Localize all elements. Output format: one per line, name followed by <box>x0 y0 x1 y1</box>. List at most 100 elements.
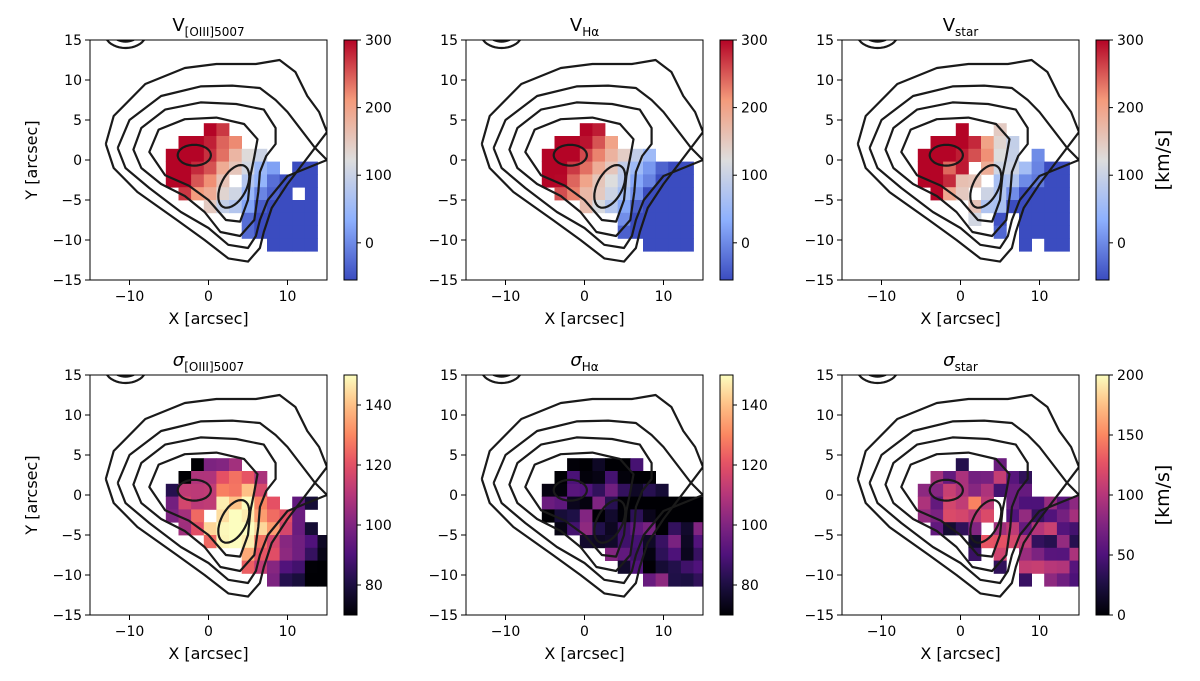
x-axis-label: X [arcsec] <box>544 644 624 663</box>
heatmap-cell <box>1031 200 1045 214</box>
heatmap-cell <box>178 522 192 536</box>
heatmap-cell <box>1044 522 1058 536</box>
x-tick-label: 10 <box>1031 289 1049 305</box>
heatmap-cell <box>203 200 217 214</box>
heatmap-cell <box>203 187 217 201</box>
heatmap-cell <box>592 161 606 175</box>
heatmap-cell <box>1044 187 1058 201</box>
contour-top-blob-outer <box>105 40 146 50</box>
heatmap-cell <box>292 509 306 523</box>
heatmap-cell <box>317 573 327 587</box>
contour-core-right <box>593 499 627 544</box>
plot-area <box>90 40 327 280</box>
heatmap-cell <box>955 458 969 472</box>
heatmap-cell <box>693 560 703 574</box>
heatmap-cell <box>968 471 982 485</box>
y-tick-label: 5 <box>73 113 82 129</box>
colorbar-tick-label: 140 <box>741 398 768 414</box>
panel-title-main: σ <box>943 350 955 371</box>
heatmap-cell <box>203 522 217 536</box>
heatmap-cell <box>304 573 318 587</box>
heatmap-cell <box>229 187 242 201</box>
heatmap-cell <box>267 496 280 510</box>
heatmap-cell <box>579 187 593 201</box>
heatmap-cell <box>643 573 656 587</box>
heatmap-cell <box>203 496 217 510</box>
heatmap-cell <box>1019 238 1032 252</box>
heatmap-cell <box>229 496 242 510</box>
colorbar <box>1095 374 1110 616</box>
heatmap-cell <box>1056 212 1070 226</box>
heatmap-cell <box>993 483 1007 497</box>
heatmap-cell <box>317 535 327 549</box>
heatmap-cell <box>655 200 669 214</box>
y-tick-label: −10 <box>52 568 82 584</box>
y-tick-label: 15 <box>440 368 458 384</box>
heatmap-cell <box>203 458 217 472</box>
heatmap-cell <box>680 187 694 201</box>
heatmap-cell <box>605 458 618 472</box>
contour-core-right <box>217 499 251 544</box>
heatmap-cell <box>655 483 669 497</box>
y-tick-label: −5 <box>437 528 458 544</box>
heatmap-cell <box>304 560 318 574</box>
heatmap-cell <box>592 496 606 510</box>
heatmap-cell <box>191 509 205 523</box>
heatmap-cell <box>1031 560 1045 574</box>
heatmap-cell <box>943 174 957 188</box>
colorbar-tick-label: 0 <box>1117 608 1126 624</box>
heatmap-cell <box>1069 547 1079 561</box>
panel-title-main: V <box>943 15 956 36</box>
heatmap-cell <box>993 148 1007 162</box>
colorbar-tick-label: 300 <box>741 33 768 49</box>
heatmap-cell <box>229 522 242 536</box>
contour-inner-2 <box>524 116 635 223</box>
heatmap-cell <box>579 496 593 510</box>
contour-top-blob-inner <box>867 40 888 43</box>
colorbar-unit-label: [km/s] <box>1152 130 1174 191</box>
y-axis-label: Y [arcsec] <box>22 120 41 200</box>
y-tick-label: 5 <box>449 113 458 129</box>
heatmap-cell <box>655 212 669 226</box>
contour-outer-2 <box>492 84 703 250</box>
heatmap-cell <box>1056 522 1070 536</box>
panel-title: V[OIII]5007 <box>172 15 244 39</box>
heatmap-cell <box>191 458 205 472</box>
contour-top-blob-inner <box>867 375 888 378</box>
heatmap-cell <box>229 509 242 523</box>
heatmap-cell <box>579 471 593 485</box>
y-tick-label: −10 <box>428 233 458 249</box>
y-tick-label: −10 <box>804 568 834 584</box>
heatmap-cell <box>1044 535 1058 549</box>
heatmap-cell <box>655 225 669 239</box>
contour-core-left <box>552 478 588 502</box>
heatmap-cell <box>968 483 982 497</box>
heatmap-cell <box>304 225 318 239</box>
heatmap-cell <box>955 187 969 201</box>
heatmap-cell <box>955 136 969 150</box>
x-tick-label: 10 <box>655 624 673 640</box>
heatmap-cell <box>1019 225 1032 239</box>
contour-top-blob-inner <box>115 375 136 378</box>
y-tick-label: 0 <box>825 488 834 504</box>
heatmap-cell <box>304 238 318 252</box>
heatmap-cell <box>203 535 217 549</box>
colorbar-tick-label: 100 <box>365 168 392 184</box>
heatmap-cell <box>968 148 982 162</box>
colorbar <box>343 374 358 616</box>
contours <box>480 40 703 263</box>
x-tick-label: −10 <box>491 624 521 640</box>
heatmap-cell <box>655 238 669 252</box>
heatmap-cell <box>292 573 306 587</box>
y-tick-label: −5 <box>437 193 458 209</box>
heatmap-cell <box>165 496 179 510</box>
y-tick-label: −5 <box>813 193 834 209</box>
heatmap-cell <box>178 483 192 497</box>
heatmap-cell <box>617 471 631 485</box>
contour-inner-2 <box>148 116 259 223</box>
panel-title: σHα <box>570 350 598 374</box>
y-tick-label: 5 <box>825 448 834 464</box>
heatmap-cell <box>981 471 994 485</box>
heatmap-cell <box>668 200 682 214</box>
heatmap-cell <box>216 471 230 485</box>
